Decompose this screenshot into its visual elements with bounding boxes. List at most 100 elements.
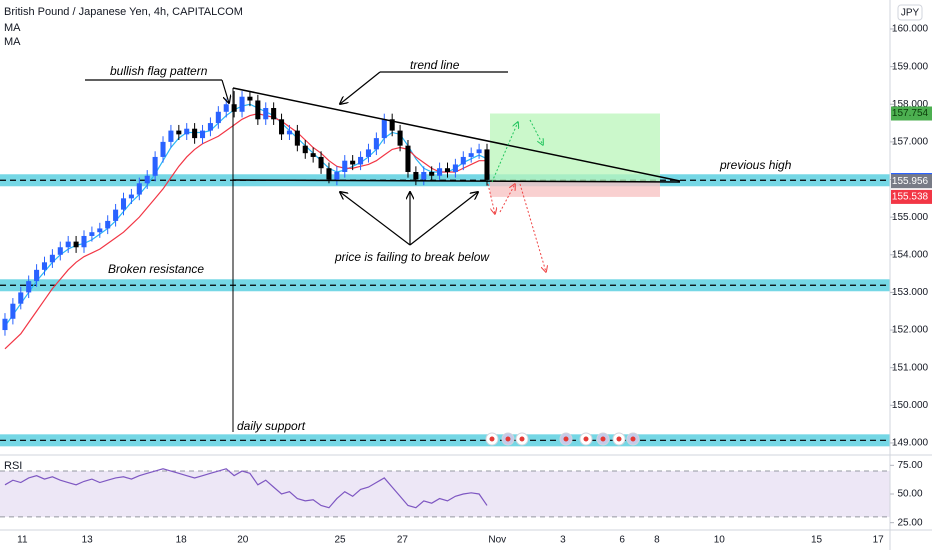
x-tick-label: 17 [873,535,885,546]
candle-body [279,119,285,135]
annotation-arrow [409,192,478,246]
price-label-box [891,174,932,189]
candle-body [389,119,395,131]
scenario-arrow-up [529,119,543,145]
candle-body [207,123,213,131]
candle-body [484,149,490,180]
candle-body [239,96,245,112]
candle-body [365,149,371,157]
y-tick-label: 151.000 [892,362,929,373]
candle-body [310,153,316,157]
event-flag [600,436,606,442]
scenario-arrow-down [487,183,495,214]
event-flag [583,436,589,442]
y-tick-label: 153.000 [892,287,929,298]
y-tick-label: 149.000 [892,438,929,449]
annotations: bullish flag pattern trend line price is… [85,58,792,433]
candle-body [113,209,119,221]
x-tick-label: 6 [619,535,625,546]
x-tick-label: 27 [397,535,409,546]
candle-body [318,156,324,169]
x-tick-label: 11 [17,535,28,546]
candle-body [89,232,95,236]
y-tick-label: 155.000 [892,212,929,223]
candle-body [34,269,40,282]
candle-body [192,128,198,139]
candle-body [199,130,206,139]
indicator-label: MA [4,22,21,34]
annotation-text: trend line [410,58,460,72]
candle-body [57,247,63,255]
candle-body [65,241,71,248]
axis-layer: 149.000 150.000 151.000 152.000 153.000 154.0… [17,24,932,546]
candle-body [405,145,411,172]
candle-body [10,303,16,319]
candle-body [160,141,166,157]
candle-body [2,318,8,331]
price-label: 155.538 [892,192,929,203]
candle-body [81,235,87,248]
x-tick-label: 3 [560,535,566,546]
candle-body [136,183,142,195]
candle-body [231,104,237,112]
annotation-text: bullish flag pattern [110,64,208,78]
candle-body [302,145,308,154]
candle-body [334,171,340,180]
currency-label: JPY [901,8,920,19]
level-label: Broken resistance [108,262,204,276]
x-tick-label: 10 [714,535,726,546]
candle-body [294,130,300,146]
annotation-arrow [221,79,229,103]
event-flag [489,436,495,442]
candle-body [26,281,32,293]
candle-body [373,138,379,150]
candle-body [460,156,466,165]
candle-body [286,130,292,135]
candle-body [97,228,103,233]
candle-body [223,104,229,112]
candle-body [421,171,427,180]
candle-body [358,156,364,165]
y-tick-label: 160.000 [892,24,929,35]
candle-body [468,153,474,157]
candle-body [184,128,190,135]
candle-body [413,171,419,180]
level-label: daily support [237,419,306,433]
y-tick-label: 150.000 [892,400,929,411]
flag-base-line [232,179,681,183]
chart-title: British Pound / Japanese Yen, 4h, CAPITA… [4,6,243,18]
y-tick-label: 152.000 [892,325,929,336]
y-tick-label: 157.000 [892,137,929,148]
candle-body [429,171,435,176]
y-tick-label: 75.00 [897,460,922,471]
x-tick-label: 8 [654,535,660,546]
y-tick-label: 158.000 [892,99,929,110]
candle-body [381,119,387,139]
candle-body [41,262,48,270]
x-tick-label: 15 [811,535,823,546]
candle-body [255,100,261,120]
candle-body [476,149,482,154]
candle-body [271,108,277,120]
scenario-arrow-down [519,183,546,272]
candle-body [263,108,269,120]
event-flag [505,436,511,442]
candle-body [49,254,55,263]
candle-body [326,168,332,180]
rsi-title: RSI [4,460,22,472]
currency-badge[interactable] [897,4,923,21]
candle-body [144,175,150,184]
x-tick-label: Nov [488,535,506,546]
marks-layer [2,91,490,509]
scenario-arrow-down [499,184,515,213]
price-label-box [891,189,932,204]
x-tick-label: 25 [334,535,346,546]
annotation-arrow [340,71,381,104]
trend-line [232,87,681,182]
event-flag [630,436,636,442]
candle-body [444,168,451,172]
event-icons [485,432,640,446]
candle-body [452,164,458,172]
